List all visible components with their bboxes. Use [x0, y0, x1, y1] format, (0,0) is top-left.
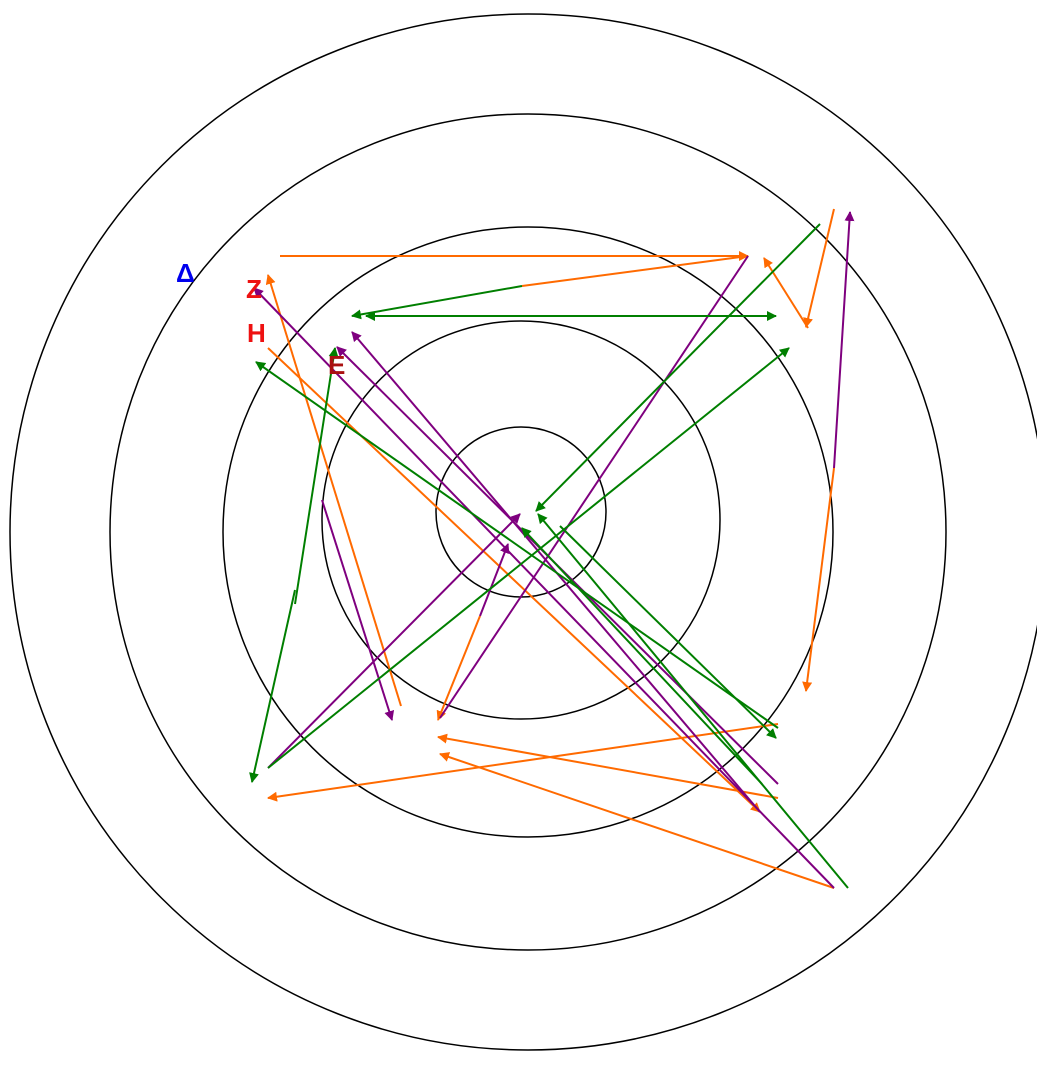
green-arrow	[268, 348, 789, 768]
ring-3	[223, 227, 833, 837]
orange-arrow	[268, 275, 401, 706]
orange-arrow	[268, 348, 760, 812]
green-arrow	[522, 528, 762, 784]
green-arrow	[252, 590, 295, 782]
label-epsilon: E	[328, 352, 345, 378]
orange-arrow	[764, 258, 808, 328]
ring-4	[110, 114, 946, 950]
orange-arrow	[440, 754, 834, 888]
purple-arrow	[480, 544, 508, 616]
orange-arrows	[268, 209, 834, 888]
purple-arrow	[440, 256, 748, 718]
orange-arrow	[522, 256, 748, 286]
label-delta: Δ	[176, 260, 195, 286]
orange-arrow	[806, 209, 834, 327]
green-arrow	[256, 362, 778, 728]
label-eta: H	[247, 320, 266, 346]
ring-2	[322, 321, 720, 719]
purple-arrow	[322, 500, 392, 720]
label-zeta: Z	[246, 276, 262, 302]
ring-1	[436, 427, 606, 597]
purple-arrow	[268, 514, 520, 768]
orange-arrow	[268, 724, 778, 798]
green-arrow	[352, 286, 522, 316]
